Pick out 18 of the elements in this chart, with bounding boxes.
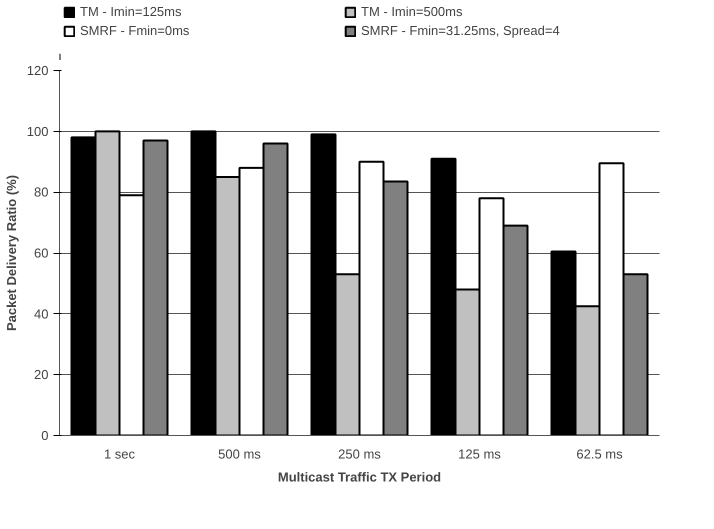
y-tick-label: 120	[26, 63, 49, 78]
y-tick-label: 60	[34, 246, 49, 260]
y-axis-title: Packet Delivery Ratio (%)	[4, 174, 19, 332]
y-tick-label: 40	[34, 306, 49, 322]
x-tick-label: 125 ms	[458, 446, 502, 462]
legend-label: SMRF - Fmin=0ms	[80, 23, 190, 38]
x-tick-label: 1 sec	[104, 446, 136, 462]
y-tick-label: 0	[41, 428, 49, 443]
y-tick-label: 100	[26, 124, 49, 139]
legend-label: TM - Imin=500ms	[361, 4, 464, 19]
legend-label: SMRF - Fmin=31.25ms, Spread=4	[361, 23, 561, 38]
legend-label: TM - Imin=125ms	[80, 4, 182, 19]
x-tick-label: 500 ms	[218, 446, 262, 462]
y-tick-label: 80	[34, 184, 49, 200]
x-tick-label: 62.5 ms	[576, 446, 624, 462]
y-tick-label: 20	[34, 367, 49, 382]
x-tick-label: 250 ms	[338, 446, 382, 462]
x-axis-title: Multicast Traffic TX Period	[278, 470, 442, 484]
